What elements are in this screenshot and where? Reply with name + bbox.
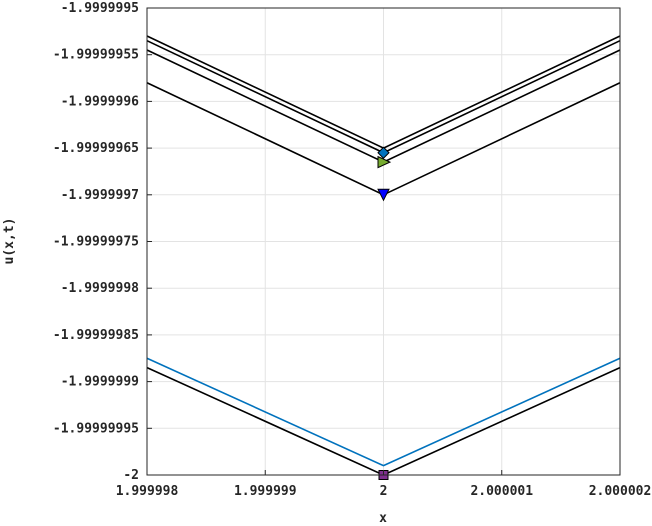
y-tick-label: -1.9999998 [61, 281, 139, 296]
x-tick-label: 2.000001 [470, 484, 533, 499]
y-tick-label: -1.99999965 [53, 141, 139, 156]
y-tick-label: -1.9999997 [61, 188, 139, 203]
y-tick-label: -1.9999999 [61, 375, 139, 390]
y-tick-label: -1.99999995 [53, 421, 139, 436]
triangle-right-marker [377, 155, 392, 169]
y-tick-label: -2 [123, 468, 139, 483]
x-tick-label: 1.999998 [116, 484, 179, 499]
x-tick-label: 2 [380, 484, 388, 499]
series-line-5 [146, 357, 621, 467]
x-axis-ticks: 1.999998 1.999999 2 2.000001 2.000002 [116, 470, 652, 499]
y-tick-label: -1.9999996 [61, 94, 139, 109]
y-axis-ticks: -1.9999995 -1.99999955 -1.9999996 -1.999999… [53, 1, 152, 483]
y-tick-label: -1.99999955 [53, 48, 139, 63]
y-tick-label: -1.99999975 [53, 235, 139, 250]
x-tick-label: 2.000002 [589, 484, 652, 499]
x-tick-label: 1.999999 [234, 484, 297, 499]
y-axis-label: u(x,t) [2, 218, 17, 265]
marker-layer [377, 146, 392, 480]
triangle-down-marker [377, 188, 390, 202]
diamond-marker [377, 146, 390, 159]
y-tick-label: -1.99999985 [53, 328, 139, 343]
x-axis-label: x [379, 511, 387, 526]
y-tick-label: -1.9999995 [61, 1, 139, 16]
